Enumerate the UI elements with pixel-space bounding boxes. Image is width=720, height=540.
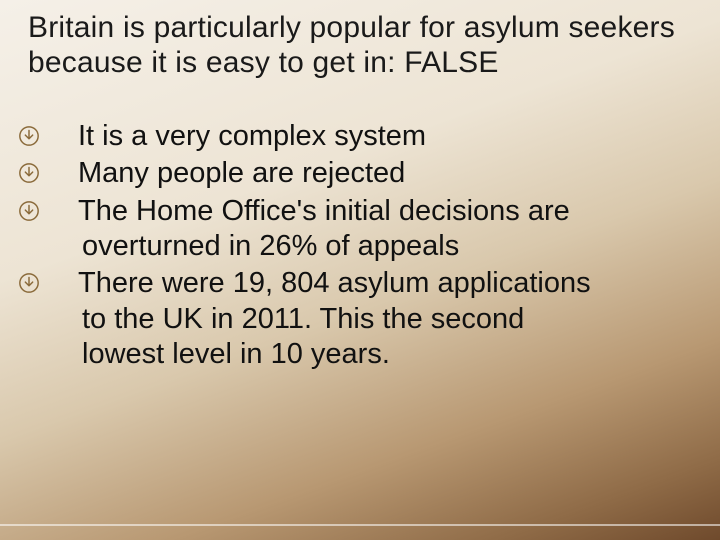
bullet-list: It is a very complex system Many people …	[28, 119, 692, 373]
bullet-text: Many people are rejected	[78, 157, 405, 189]
bullet-text: It is a very complex system	[78, 120, 426, 152]
circled-down-arrow-icon	[50, 158, 72, 180]
circled-down-arrow-icon	[50, 268, 72, 290]
divider-line	[0, 524, 720, 526]
list-item: There were 19, 804 asylum applications t…	[50, 266, 610, 372]
bullet-text: The Home Office's initial decisions are …	[78, 195, 570, 262]
circled-down-arrow-icon	[50, 196, 72, 218]
circled-down-arrow-icon	[50, 121, 72, 143]
list-item: The Home Office's initial decisions are …	[50, 194, 610, 265]
list-item: Many people are rejected	[50, 156, 610, 191]
list-item: It is a very complex system	[50, 119, 610, 154]
slide-title: Britain is particularly popular for asyl…	[28, 10, 692, 81]
bullet-text: There were 19, 804 asylum applications t…	[78, 267, 591, 370]
slide: Britain is particularly popular for asyl…	[0, 0, 720, 540]
